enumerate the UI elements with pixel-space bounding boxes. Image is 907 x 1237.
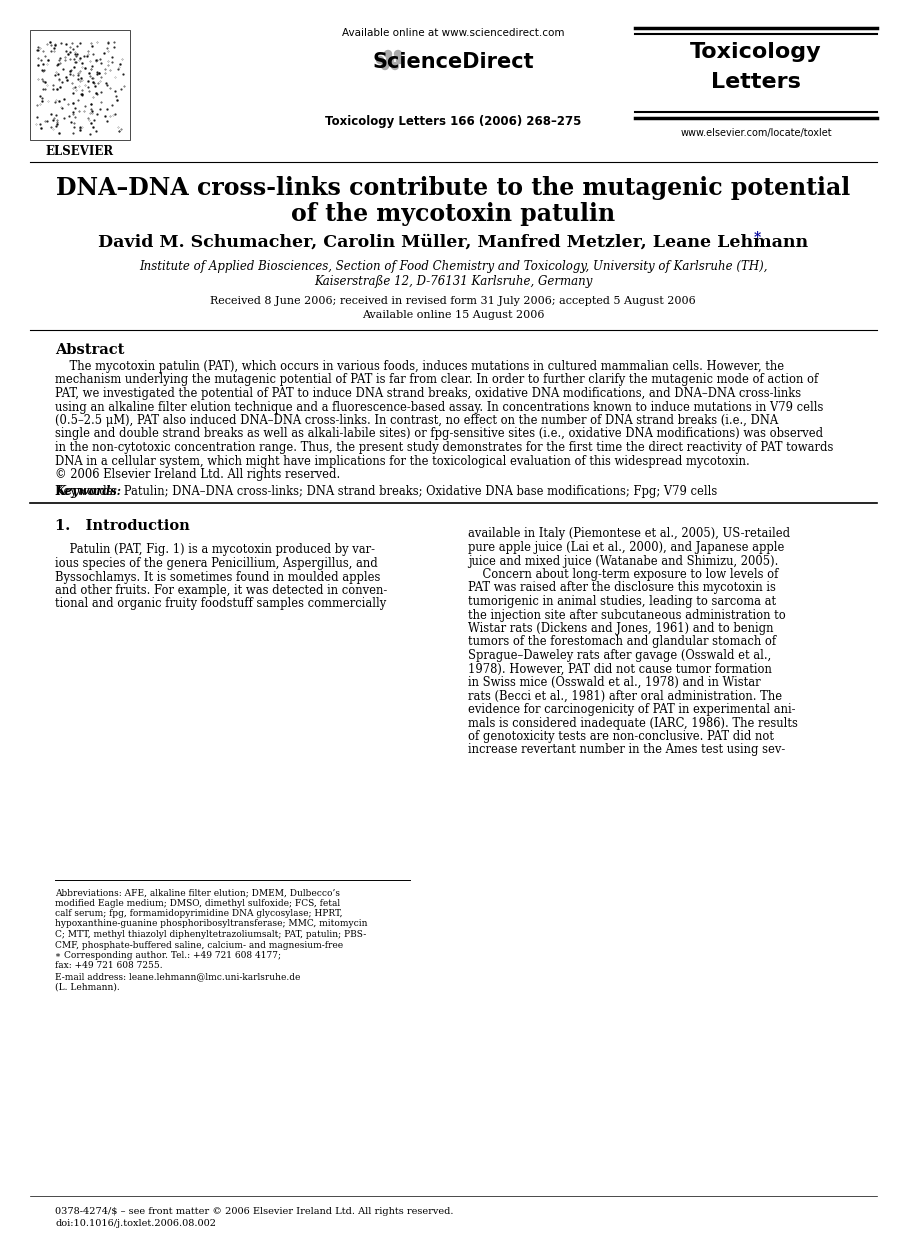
- Circle shape: [392, 63, 398, 69]
- Text: in the non-cytotoxic concentration range. Thus, the present study demonstrates f: in the non-cytotoxic concentration range…: [55, 442, 834, 454]
- Text: Letters: Letters: [711, 72, 801, 92]
- Text: Kaiserstraße 12, D-76131 Karlsruhe, Germany: Kaiserstraße 12, D-76131 Karlsruhe, Germ…: [314, 275, 592, 288]
- Text: ious species of the genera Penicillium, Aspergillus, and: ious species of the genera Penicillium, …: [55, 557, 377, 570]
- Text: of genotoxicity tests are non-conclusive. PAT did not: of genotoxicity tests are non-conclusive…: [468, 730, 774, 743]
- Text: (L. Lehmann).: (L. Lehmann).: [55, 982, 120, 992]
- Text: Available online 15 August 2006: Available online 15 August 2006: [362, 310, 544, 320]
- Text: doi:10.1016/j.toxlet.2006.08.002: doi:10.1016/j.toxlet.2006.08.002: [55, 1218, 216, 1228]
- Bar: [30, 30, 130, 140]
- Text: evidence for carcinogenicity of PAT in experimental ani-: evidence for carcinogenicity of PAT in e…: [468, 703, 795, 716]
- Text: tional and organic fruity foodstuff samples commercially: tional and organic fruity foodstuff samp…: [55, 597, 386, 611]
- Text: rats (Becci et al., 1981) after oral administration. The: rats (Becci et al., 1981) after oral adm…: [468, 689, 782, 703]
- Text: Available online at www.sciencedirect.com: Available online at www.sciencedirect.co…: [342, 28, 564, 38]
- Text: Institute of Applied Biosciences, Section of Food Chemistry and Toxicology, Univ: Institute of Applied Biosciences, Sectio…: [139, 260, 767, 273]
- Text: PAT was raised after the disclosure this mycotoxin is: PAT was raised after the disclosure this…: [468, 581, 775, 595]
- Text: the injection site after subcutaneous administration to: the injection site after subcutaneous ad…: [468, 609, 785, 621]
- Text: Wistar rats (Dickens and Jones, 1961) and to benign: Wistar rats (Dickens and Jones, 1961) an…: [468, 622, 774, 635]
- Text: using an alkaline filter elution technique and a fluorescence-based assay. In co: using an alkaline filter elution techniq…: [55, 401, 824, 413]
- Text: calf serum; fpg, formamidopyrimidine DNA glycosylase; HPRT,: calf serum; fpg, formamidopyrimidine DNA…: [55, 909, 343, 918]
- Text: C; MTT, methyl thiazolyl diphenyltetrazoliumsalt; PAT, patulin; PBS-: C; MTT, methyl thiazolyl diphenyltetrazo…: [55, 930, 366, 939]
- Text: © 2006 Elsevier Ireland Ltd. All rights reserved.: © 2006 Elsevier Ireland Ltd. All rights …: [55, 468, 340, 481]
- Text: DNA in a cellular system, which might have implications for the toxicological ev: DNA in a cellular system, which might ha…: [55, 454, 750, 468]
- Text: Patulin (PAT, Fig. 1) is a mycotoxin produced by var-: Patulin (PAT, Fig. 1) is a mycotoxin pro…: [55, 543, 375, 557]
- Text: of the mycotoxin patulin: of the mycotoxin patulin: [291, 202, 615, 226]
- Text: available in Italy (Piemontese et al., 2005), US-retailed: available in Italy (Piemontese et al., 2…: [468, 527, 790, 541]
- Text: ∗ Corresponding author. Tel.: +49 721 608 4177;: ∗ Corresponding author. Tel.: +49 721 60…: [55, 951, 281, 960]
- Text: Received 8 June 2006; received in revised form 31 July 2006; accepted 5 August 2: Received 8 June 2006; received in revise…: [210, 296, 696, 306]
- Text: Byssochlamys. It is sometimes found in moulded apples: Byssochlamys. It is sometimes found in m…: [55, 570, 380, 584]
- Text: www.elsevier.com/locate/toxlet: www.elsevier.com/locate/toxlet: [680, 127, 832, 139]
- Text: ELSEVIER: ELSEVIER: [46, 145, 114, 158]
- Text: single and double strand breaks as well as alkali-labile sites) or fpg-sensitive: single and double strand breaks as well …: [55, 428, 824, 440]
- Text: tumors of the forestomach and glandular stomach of: tumors of the forestomach and glandular …: [468, 636, 776, 648]
- Text: 1978). However, PAT did not cause tumor formation: 1978). However, PAT did not cause tumor …: [468, 663, 772, 675]
- Circle shape: [396, 57, 404, 63]
- Text: Keywords:: Keywords:: [55, 485, 121, 497]
- Text: Abstract: Abstract: [55, 343, 124, 357]
- Circle shape: [386, 57, 394, 63]
- Circle shape: [385, 51, 392, 57]
- Text: increase revertant number in the Ames test using sev-: increase revertant number in the Ames te…: [468, 743, 785, 757]
- Text: Keywords:  Patulin; DNA–DNA cross-links; DNA strand breaks; Oxidative DNA base m: Keywords: Patulin; DNA–DNA cross-links; …: [55, 485, 717, 497]
- Text: in Swiss mice (Osswald et al., 1978) and in Wistar: in Swiss mice (Osswald et al., 1978) and…: [468, 675, 761, 689]
- Text: The mycotoxin patulin (PAT), which occurs in various foods, induces mutations in: The mycotoxin patulin (PAT), which occur…: [55, 360, 785, 374]
- Text: E-mail address: leane.lehmann@lmc.uni-karlsruhe.de: E-mail address: leane.lehmann@lmc.uni-ka…: [55, 972, 300, 981]
- Text: modified Eagle medium; DMSO, dimethyl sulfoxide; FCS, fetal: modified Eagle medium; DMSO, dimethyl su…: [55, 898, 340, 908]
- Text: Abbreviations: AFE, alkaline filter elution; DMEM, Dulbecco’s: Abbreviations: AFE, alkaline filter elut…: [55, 888, 340, 897]
- Circle shape: [376, 57, 384, 63]
- Circle shape: [395, 51, 402, 57]
- Text: 1.   Introduction: 1. Introduction: [55, 520, 190, 533]
- Text: mals is considered inadequate (IARC, 1986). The results: mals is considered inadequate (IARC, 198…: [468, 716, 798, 730]
- Text: ScienceDirect: ScienceDirect: [372, 52, 534, 72]
- Text: Sprague–Daweley rats after gavage (Osswald et al.,: Sprague–Daweley rats after gavage (Osswa…: [468, 649, 771, 662]
- Circle shape: [382, 63, 388, 69]
- Text: hypoxanthine-guanine phosphoribosyltransferase; MMC, mitomycin: hypoxanthine-guanine phosphoribosyltrans…: [55, 919, 367, 929]
- Text: Toxicology: Toxicology: [690, 42, 822, 62]
- Text: 0378-4274/$ – see front matter © 2006 Elsevier Ireland Ltd. All rights reserved.: 0378-4274/$ – see front matter © 2006 El…: [55, 1207, 454, 1216]
- Text: (0.5–2.5 μM), PAT also induced DNA–DNA cross-links. In contrast, no effect on th: (0.5–2.5 μM), PAT also induced DNA–DNA c…: [55, 414, 778, 427]
- Text: Concern about long-term exposure to low levels of: Concern about long-term exposure to low …: [468, 568, 778, 581]
- Text: tumorigenic in animal studies, leading to sarcoma at: tumorigenic in animal studies, leading t…: [468, 595, 776, 609]
- Text: CMF, phosphate-buffered saline, calcium- and magnesium-free: CMF, phosphate-buffered saline, calcium-…: [55, 940, 343, 950]
- Text: Toxicology Letters 166 (2006) 268–275: Toxicology Letters 166 (2006) 268–275: [325, 115, 581, 127]
- Text: PAT, we investigated the potential of PAT to induce DNA strand breaks, oxidative: PAT, we investigated the potential of PA…: [55, 387, 801, 400]
- Text: pure apple juice (Lai et al., 2000), and Japanese apple: pure apple juice (Lai et al., 2000), and…: [468, 541, 785, 554]
- Text: juice and mixed juice (Watanabe and Shimizu, 2005).: juice and mixed juice (Watanabe and Shim…: [468, 554, 778, 568]
- Text: and other fruits. For example, it was detected in conven-: and other fruits. For example, it was de…: [55, 584, 387, 597]
- Text: *: *: [754, 231, 761, 245]
- Text: fax: +49 721 608 7255.: fax: +49 721 608 7255.: [55, 961, 162, 971]
- Text: DNA–DNA cross-links contribute to the mutagenic potential: DNA–DNA cross-links contribute to the mu…: [56, 176, 850, 200]
- Text: mechanism underlying the mutagenic potential of PAT is far from clear. In order : mechanism underlying the mutagenic poten…: [55, 374, 818, 386]
- Text: David M. Schumacher, Carolin Müller, Manfred Metzler, Leane Lehmann: David M. Schumacher, Carolin Müller, Man…: [98, 234, 808, 251]
